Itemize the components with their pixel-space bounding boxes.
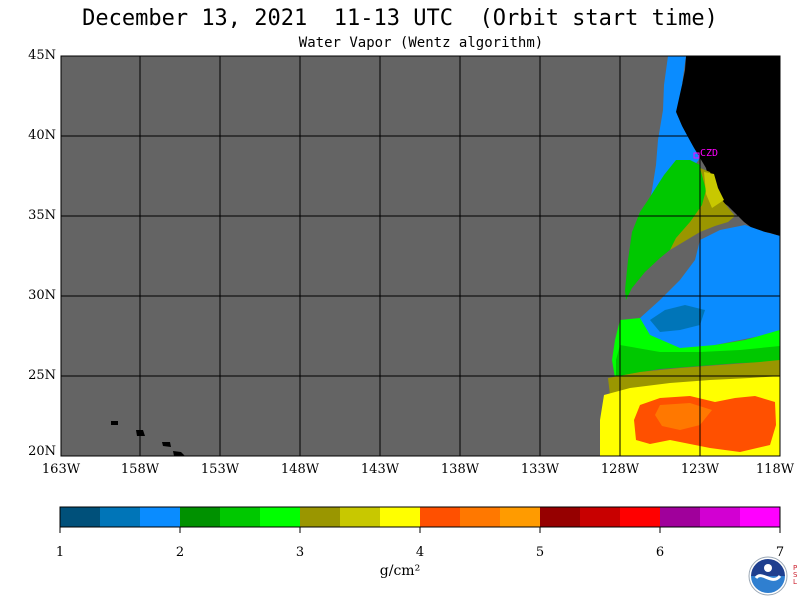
lat-label: 35N [28, 208, 56, 223]
station-marker [693, 152, 700, 159]
colorbar-label: 7 [775, 545, 785, 560]
colorbar-swatch [60, 507, 101, 527]
colorbar-label: 5 [535, 545, 545, 560]
colorbar-swatch [380, 507, 421, 527]
colorbar-swatch [620, 507, 661, 527]
vapor-band-olive [670, 168, 735, 250]
colorbar-label: 3 [295, 545, 305, 560]
map-border [60, 55, 781, 457]
colorbar-swatch [300, 507, 341, 527]
colorbar-swatch [100, 507, 141, 527]
station-label: CZD [700, 148, 718, 159]
lon-label: 148W [280, 462, 320, 477]
vapor-band-green [625, 160, 712, 300]
vapor-band-yellowish [704, 172, 724, 208]
lon-label: 153W [200, 462, 240, 477]
colorbar-swatch [500, 507, 541, 527]
island-big [173, 451, 185, 456]
lon-label: 163W [41, 462, 81, 477]
colorbar-label: 4 [415, 545, 425, 560]
colorbar-swatch [340, 507, 381, 527]
vapor-band-blue [638, 56, 700, 230]
colorbar-swatch [700, 507, 741, 527]
noaa-logo-icon [748, 556, 788, 596]
lon-label: 138W [440, 462, 480, 477]
colorbar-swatch [580, 507, 621, 527]
lon-label: 143W [360, 462, 400, 477]
lon-label: 118W [755, 462, 795, 477]
colorbar-swatch [420, 507, 461, 527]
colorbar-swatch [220, 507, 261, 527]
page-subtitle: Water Vapor (Wentz algorithm) [298, 35, 544, 51]
colorbar [59, 506, 781, 533]
colorbar-swatch [180, 507, 221, 527]
page-title: December 13, 2021 11-13 UTC (Orbit start… [82, 6, 718, 31]
colorbar-units: g/cm² [379, 563, 421, 579]
colorbar-label: 2 [175, 545, 185, 560]
colorbar-label: 1 [55, 545, 65, 560]
lon-label: 158W [120, 462, 160, 477]
island-maui [162, 442, 171, 447]
lon-label: 128W [600, 462, 640, 477]
colorbar-swatch [140, 507, 181, 527]
colorbar-label: 6 [655, 545, 665, 560]
colorbar-swatch [260, 507, 301, 527]
colorbar-swatch [740, 507, 781, 527]
colorbar-swatch [460, 507, 501, 527]
lon-label: 123W [680, 462, 720, 477]
vapor-band-darkblue [650, 305, 705, 332]
vapor-band-green-dark [616, 345, 780, 378]
land-mass [675, 56, 780, 236]
lat-label: 40N [28, 128, 56, 143]
lat-label: 25N [28, 368, 56, 383]
lat-label: 45N [28, 48, 56, 63]
lat-label: 30N [28, 288, 56, 303]
colorbar-swatch [540, 507, 581, 527]
lon-label: 133W [520, 462, 560, 477]
lat-label: 20N [28, 444, 56, 459]
colorbar-swatch [660, 507, 701, 527]
island-kauai [111, 421, 118, 425]
vapor-band-orange-light [655, 403, 712, 430]
